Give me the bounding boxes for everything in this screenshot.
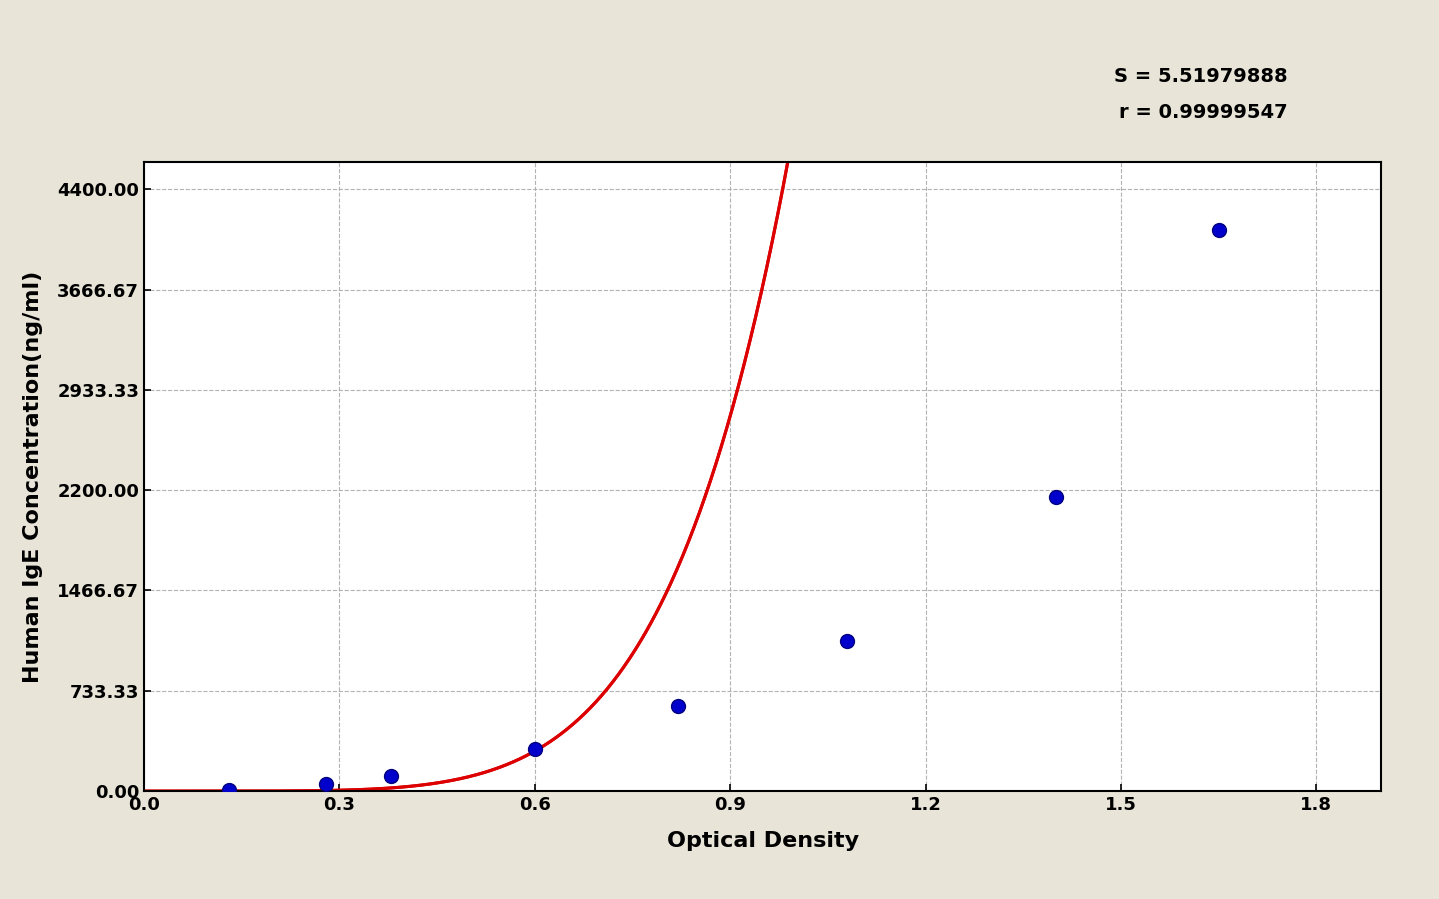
Point: [315, 777, 338, 791]
Text: S = 5.51979888: S = 5.51979888: [1114, 67, 1288, 86]
X-axis label: Optical Density: Optical Density: [666, 831, 859, 850]
Text: r = 0.99999547: r = 0.99999547: [1120, 102, 1288, 122]
Point: [1045, 490, 1068, 504]
Point: [524, 742, 547, 756]
Point: [666, 699, 689, 714]
Point: [380, 769, 403, 783]
Point: [836, 634, 859, 648]
Point: [1207, 223, 1230, 237]
Point: [217, 783, 240, 797]
Y-axis label: Human IgE Concentration(ng/ml): Human IgE Concentration(ng/ml): [23, 271, 43, 682]
